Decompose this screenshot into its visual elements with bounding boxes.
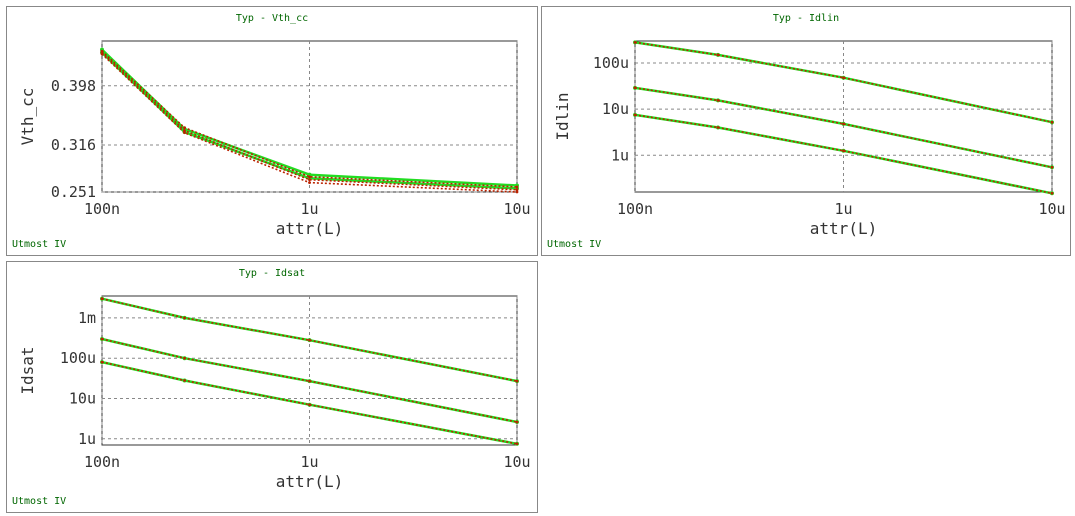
data-point <box>634 114 637 117</box>
y-tick-label: 100u <box>60 349 96 367</box>
data-point <box>1051 192 1054 195</box>
data-point <box>842 149 845 152</box>
data-point <box>183 379 186 382</box>
chart-panel-vth: Typ - Vth_cc 100n 1u 10u 0.251 0.316 0.398 att… <box>6 6 538 256</box>
x-tick-label: 10u <box>503 200 530 218</box>
x-tick-label: 1u <box>300 453 318 471</box>
data-point <box>183 131 186 134</box>
data-point <box>1051 121 1054 124</box>
data-point <box>516 442 519 445</box>
x-tick-label: 100n <box>617 200 653 218</box>
x-axis-label: attr(L) <box>276 219 343 238</box>
data-point <box>308 175 311 178</box>
data-point <box>101 338 104 341</box>
data-point <box>308 380 311 383</box>
y-tick-label: 0.316 <box>51 136 96 154</box>
x-axis-label: attr(L) <box>276 472 343 491</box>
x-tick-label: 1u <box>834 200 852 218</box>
data-point <box>842 76 845 79</box>
x-tick-label: 10u <box>1038 200 1065 218</box>
data-point <box>634 86 637 89</box>
chart-plot: 100n 1u 10u 0.251 0.316 0.398 attr(L) Vth_cc <box>7 7 539 257</box>
y-tick-label: 1u <box>78 430 96 448</box>
data-point <box>634 41 637 44</box>
chart-panel-idlin: Typ - Idlin 100n 1u 10u 1u 10u 100u attr(L) Idl… <box>541 6 1071 256</box>
y-tick-label: 0.398 <box>51 77 96 95</box>
x-tick-label: 100n <box>84 453 120 471</box>
data-point <box>717 53 720 56</box>
y-tick-label: 1u <box>611 146 629 164</box>
x-tick-label: 1u <box>300 200 318 218</box>
data-point <box>717 126 720 129</box>
data-point <box>516 421 519 424</box>
data-point <box>101 297 104 300</box>
data-point <box>183 317 186 320</box>
footer-label: Utmost IV <box>12 239 66 250</box>
footer-label: Utmost IV <box>547 239 601 250</box>
y-tick-label: 10u <box>602 100 629 118</box>
x-tick-label: 10u <box>503 453 530 471</box>
y-tick-label: 100u <box>593 54 629 72</box>
measured-series-line <box>102 50 517 186</box>
data-point <box>842 122 845 125</box>
x-tick-label: 100n <box>84 200 120 218</box>
data-point <box>516 191 519 194</box>
y-tick-label: 10u <box>69 389 96 407</box>
data-point <box>183 126 186 129</box>
data-point <box>717 99 720 102</box>
chart-plot: 100n 1u 10u 1u 10u 100u attr(L) Idlin <box>542 7 1072 257</box>
data-point <box>183 357 186 360</box>
y-tick-label: 1m <box>78 309 96 327</box>
y-axis-label: Idsat <box>18 346 37 394</box>
data-point <box>101 53 104 56</box>
data-point <box>516 186 519 189</box>
data-point <box>516 380 519 383</box>
data-point <box>308 339 311 342</box>
chart-plot: 100n 1u 10u 1u 10u 100u 1m attr(L) Idsat <box>7 262 539 514</box>
chart-panel-idsat: Typ - Idsat 100n 1u 10u 1u 10u 100u 1m attr(L) I… <box>6 261 538 513</box>
data-point <box>308 178 311 181</box>
footer-label: Utmost IV <box>12 496 66 507</box>
x-axis-label: attr(L) <box>810 219 877 238</box>
data-point <box>308 403 311 406</box>
data-point <box>101 361 104 364</box>
data-point <box>308 181 311 184</box>
simulated-series-line <box>102 54 517 192</box>
y-axis-label: Idlin <box>553 92 572 140</box>
y-tick-label: 0.251 <box>51 183 96 201</box>
data-point <box>1051 166 1054 169</box>
y-axis-label: Vth_cc <box>18 88 37 146</box>
